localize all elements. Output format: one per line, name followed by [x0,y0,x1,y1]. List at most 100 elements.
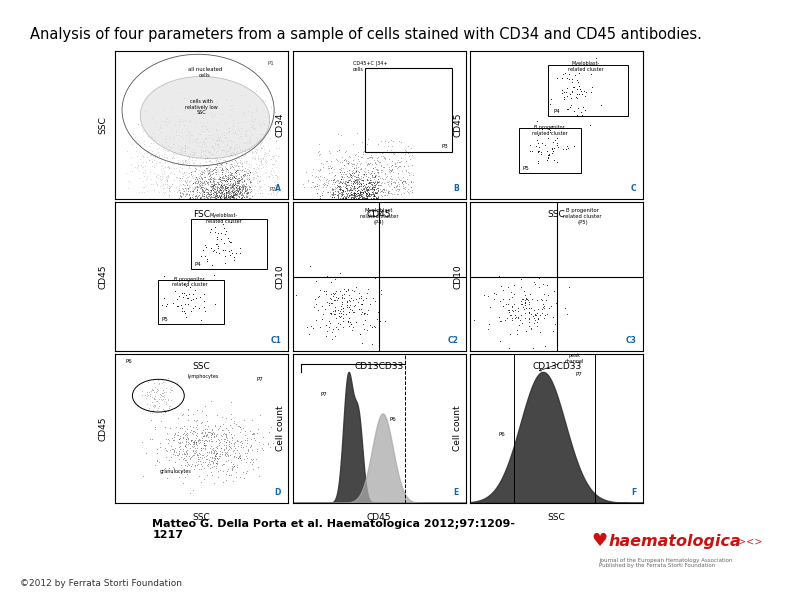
Point [242,172,255,181]
Point [265,159,278,168]
Point [194,180,206,190]
Point [218,193,231,202]
Point [210,154,223,163]
Point [222,126,235,136]
Point [220,448,233,458]
Point [179,184,192,193]
Point [335,193,348,202]
Point [264,133,276,143]
Point [228,193,241,202]
Point [346,188,359,198]
Point [338,178,351,187]
Point [198,453,210,462]
Point [403,168,415,177]
Point [337,186,349,196]
Point [151,173,164,183]
Point [186,147,198,156]
Text: F: F [631,488,636,497]
Point [237,181,250,190]
Point [215,434,228,444]
Point [546,145,559,154]
Point [354,330,367,339]
Point [572,104,584,113]
Point [169,429,182,439]
Point [531,146,544,156]
Point [234,165,247,175]
Point [184,168,197,177]
Point [343,172,356,181]
Point [179,186,192,195]
Point [217,186,229,196]
Point [183,152,195,162]
Point [220,140,233,149]
Point [246,454,259,464]
Point [508,314,521,323]
Point [193,177,206,186]
Point [350,178,363,187]
Point [239,125,252,134]
Point [167,462,179,472]
Point [355,293,368,303]
Point [545,121,558,130]
Point [332,189,345,199]
Point [134,140,147,149]
Point [201,177,214,187]
Point [537,280,549,289]
Point [220,456,233,465]
Point [219,187,232,196]
Point [359,187,372,197]
Point [234,189,247,199]
Point [226,184,239,193]
Point [349,188,362,198]
Point [381,189,394,198]
Point [152,150,165,159]
Point [187,446,199,455]
Point [364,320,376,330]
Point [162,170,175,180]
Point [164,168,176,177]
Point [343,302,356,312]
Point [349,176,361,185]
Point [331,192,344,201]
Point [233,145,246,154]
Point [227,192,240,201]
Point [329,309,341,318]
Point [357,185,369,195]
Point [211,192,224,202]
Point [232,191,245,201]
Point [185,166,198,176]
Point [307,183,320,192]
Point [330,322,343,331]
Point [364,193,377,203]
Point [330,187,343,196]
Point [356,192,368,202]
Point [198,178,210,188]
Point [237,180,249,190]
Point [346,167,359,176]
Point [219,190,232,200]
Point [360,190,373,199]
Point [229,173,242,183]
Point [174,186,187,195]
Point [492,271,505,281]
Point [225,192,237,201]
Point [532,138,545,148]
Point [229,189,241,198]
Point [136,386,148,396]
Point [168,176,180,185]
Point [535,295,548,305]
Point [393,175,406,184]
Point [192,177,205,186]
Point [227,192,240,202]
Point [515,299,528,309]
Point [360,186,373,195]
Point [207,430,220,439]
Point [201,194,214,203]
Point [352,173,364,182]
Point [219,183,232,193]
Point [234,243,247,253]
Point [206,428,218,438]
Point [360,183,372,193]
Point [227,192,240,202]
Point [224,180,237,190]
